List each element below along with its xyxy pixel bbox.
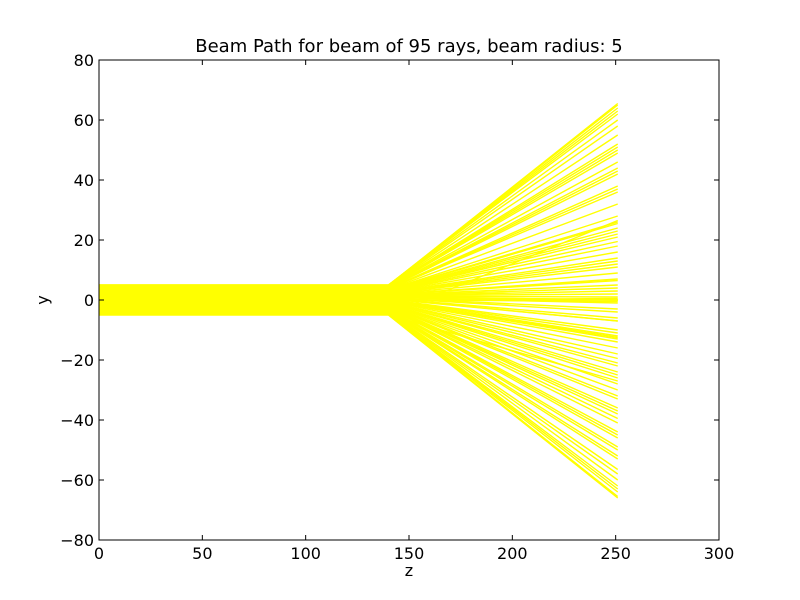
x-tick-label: 100 [290,544,321,563]
y-tick-label: 0 [84,291,94,310]
y-tick-label: 80 [74,51,94,70]
x-tick-label: 0 [94,544,104,563]
x-tick-label: 300 [704,544,735,563]
chart-title: Beam Path for beam of 95 rays, beam radi… [195,36,623,57]
x-tick-label: 50 [192,544,212,563]
ray-line [99,102,619,287]
y-tick-label: 40 [74,171,94,190]
y-tick-label: 60 [74,111,94,130]
x-axis-label: z [405,561,413,580]
y-tick-label: −60 [60,471,94,490]
y-tick-label: −40 [60,411,94,430]
y-axis-label: y [33,295,52,304]
x-tick-label: 200 [497,544,528,563]
y-tick-label: −20 [60,351,94,370]
y-tick-label: −80 [60,531,94,550]
x-axis-ticks: 0 50 100 150 200 250 300 [94,60,734,563]
ray-series-group [99,102,619,499]
x-tick-label: 150 [394,544,425,563]
y-tick-label: 20 [74,231,94,250]
y-axis-ticks: −80 −60 −40 −20 0 20 40 60 80 [60,51,719,550]
x-tick-label: 250 [600,544,631,563]
ray-line [99,219,618,316]
